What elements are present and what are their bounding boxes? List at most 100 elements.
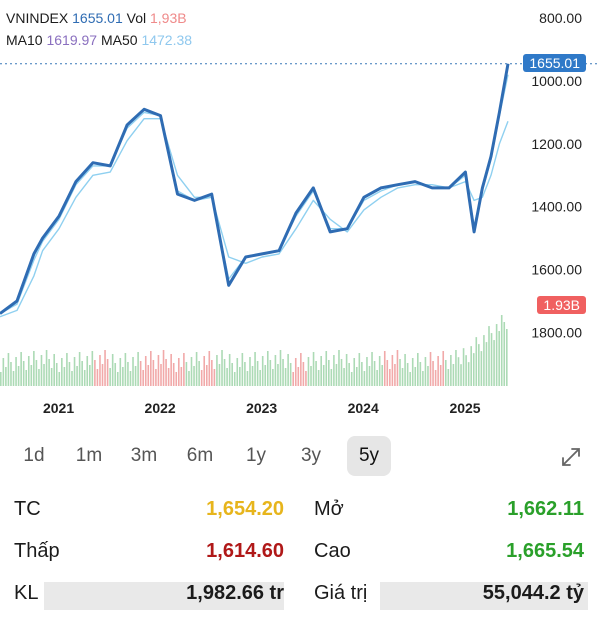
volume-bar xyxy=(483,335,485,386)
y-tick-label: 1000.00 xyxy=(531,73,582,89)
price-chart[interactable]: 1800.00 1600.00 1400.00 1200.00 1000.00 800.0… xyxy=(0,0,600,430)
volume-bar xyxy=(109,368,111,386)
volume-bar xyxy=(340,359,343,386)
volume-bar xyxy=(94,360,96,386)
x-tick-label: 2025 xyxy=(449,400,480,416)
volume-bar xyxy=(371,352,373,386)
volume-bar xyxy=(172,363,175,386)
volume-bar xyxy=(447,369,450,386)
volume-bar xyxy=(190,357,193,386)
volume-bar xyxy=(338,350,340,386)
volume-bar xyxy=(111,354,114,386)
y-tick-label: 800.00 xyxy=(539,10,582,26)
volume-bar xyxy=(160,364,162,386)
volume-bar xyxy=(233,372,236,386)
volume-bar xyxy=(506,329,508,386)
volume-bar xyxy=(48,359,50,386)
range-3m[interactable]: 3m xyxy=(130,445,158,466)
legend-index-label: VNINDEX xyxy=(6,10,69,26)
volume-bar xyxy=(480,351,483,386)
volume-bar xyxy=(83,370,86,386)
range-1d[interactable]: 1d xyxy=(23,445,45,466)
volume-bar xyxy=(116,372,119,386)
volume-bar xyxy=(277,364,279,386)
volume-bar xyxy=(5,367,7,386)
volume-bar xyxy=(63,367,66,386)
stats-row-3: KL 1,982.66 tr Giá trị 55,044.2 tỷ xyxy=(0,582,600,618)
volume-bar xyxy=(33,351,35,386)
volume-bar xyxy=(355,367,358,386)
volume-bar xyxy=(22,361,25,386)
volume-bar xyxy=(177,358,180,386)
legend-ma10-label: MA10 xyxy=(6,32,43,48)
volume-bar xyxy=(444,360,447,386)
volume-bar xyxy=(495,324,498,386)
volume-bar xyxy=(223,359,226,386)
volume-bar xyxy=(40,355,43,386)
volume-bar xyxy=(419,362,422,386)
volume-bar xyxy=(132,357,134,386)
range-5y[interactable]: 5y xyxy=(347,436,391,476)
volume-bar xyxy=(376,370,378,386)
volume-bar xyxy=(312,352,315,386)
volume-bar xyxy=(76,366,78,386)
volume-bar xyxy=(328,360,330,386)
high-value: 1,665.54 xyxy=(506,540,584,562)
volume-bar xyxy=(96,369,99,386)
volume-bar xyxy=(325,351,328,386)
reference-value: 1,654.20 xyxy=(206,498,284,520)
volume-bar xyxy=(137,352,139,386)
legend-ma10-value: 1619.97 xyxy=(46,32,98,48)
volume-bar xyxy=(259,370,261,386)
volume-bar xyxy=(50,368,53,386)
volume-label: KL xyxy=(14,582,39,604)
volume-bar xyxy=(226,368,228,386)
volume-bar xyxy=(333,355,335,386)
range-1y[interactable]: 1y xyxy=(245,445,267,466)
legend-vol-label: Vol xyxy=(126,10,147,26)
volume-bar xyxy=(391,355,394,386)
volume-bar xyxy=(401,368,404,386)
volume-bar xyxy=(86,356,89,386)
volume-bar xyxy=(221,350,223,386)
volume-bar xyxy=(2,358,5,386)
volume-bar xyxy=(68,362,71,386)
x-tick-label: 2021 xyxy=(43,400,74,416)
range-3y[interactable]: 3y xyxy=(300,445,322,466)
volume-bar xyxy=(185,362,188,386)
chart-canvas[interactable]: 1800.00 1600.00 1400.00 1200.00 1000.00 800.0… xyxy=(0,0,600,430)
volume-bar xyxy=(424,357,427,386)
volume-bar xyxy=(305,371,307,386)
expand-icon[interactable] xyxy=(560,446,582,468)
volume-bar xyxy=(213,369,216,386)
volume-bar xyxy=(490,333,493,386)
volume-bar xyxy=(150,351,152,386)
volume-bar xyxy=(439,365,442,386)
volume-bar xyxy=(378,356,381,386)
volume-bar xyxy=(91,351,94,386)
legend-row-2: MA10 1619.97 MA50 1472.38 xyxy=(6,32,192,48)
volume-bar xyxy=(142,370,144,386)
volume-bar xyxy=(114,363,117,386)
legend-ma50-value: 1472.38 xyxy=(141,32,193,48)
y-tick-label: 1800.00 xyxy=(531,324,582,340)
volume-bar xyxy=(320,356,322,386)
current-volume-badge: 1.93B xyxy=(537,296,586,314)
legend-index-value: 1655.01 xyxy=(72,10,123,26)
series-line-vnindex xyxy=(0,63,510,315)
volume-bar xyxy=(269,360,272,386)
volume-bar xyxy=(457,357,460,386)
volume-bar xyxy=(467,362,470,386)
volume-bar xyxy=(45,350,48,386)
stats-row-2: Thấp 1,614.60 Cao 1,665.54 xyxy=(0,540,600,576)
volume-bar xyxy=(389,369,391,386)
range-1m[interactable]: 1m xyxy=(75,445,103,466)
volume-bar xyxy=(358,353,361,386)
volume-bar xyxy=(386,360,389,386)
volume-bar xyxy=(30,365,33,386)
volume-bar xyxy=(361,362,363,386)
volume-bar xyxy=(162,350,165,386)
range-6m[interactable]: 6m xyxy=(186,445,214,466)
volume-bar xyxy=(12,371,15,386)
volume-bar xyxy=(195,352,198,386)
